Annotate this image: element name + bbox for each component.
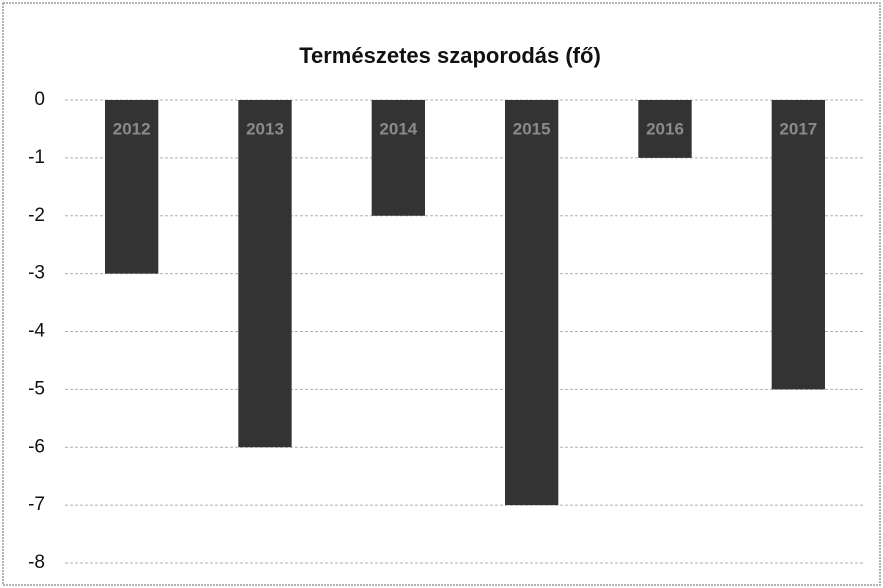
category-label: 2017: [779, 119, 817, 138]
bar: [105, 100, 159, 274]
y-tick-label: -6: [28, 436, 45, 457]
bar: [771, 100, 825, 390]
chart-title: Természetes szaporodás (fő): [299, 43, 601, 68]
y-tick-label: -5: [28, 378, 45, 399]
y-tick-label: -4: [28, 321, 45, 342]
y-tick-label: -2: [28, 205, 45, 226]
y-tick-label: -3: [28, 263, 45, 284]
category-label: 2012: [113, 119, 151, 138]
category-label: 2015: [513, 119, 551, 138]
y-tick-label: -1: [28, 147, 45, 168]
bar: [638, 100, 692, 158]
category-label: 2016: [646, 119, 684, 138]
y-tick-label: -8: [28, 552, 45, 573]
category-label: 2013: [246, 119, 284, 138]
y-tick-label: 0: [34, 89, 45, 110]
bar: [371, 100, 425, 216]
bar: [238, 100, 292, 448]
category-label: 2014: [379, 119, 417, 138]
y-tick-label: -7: [28, 494, 45, 515]
bar: [505, 100, 559, 506]
